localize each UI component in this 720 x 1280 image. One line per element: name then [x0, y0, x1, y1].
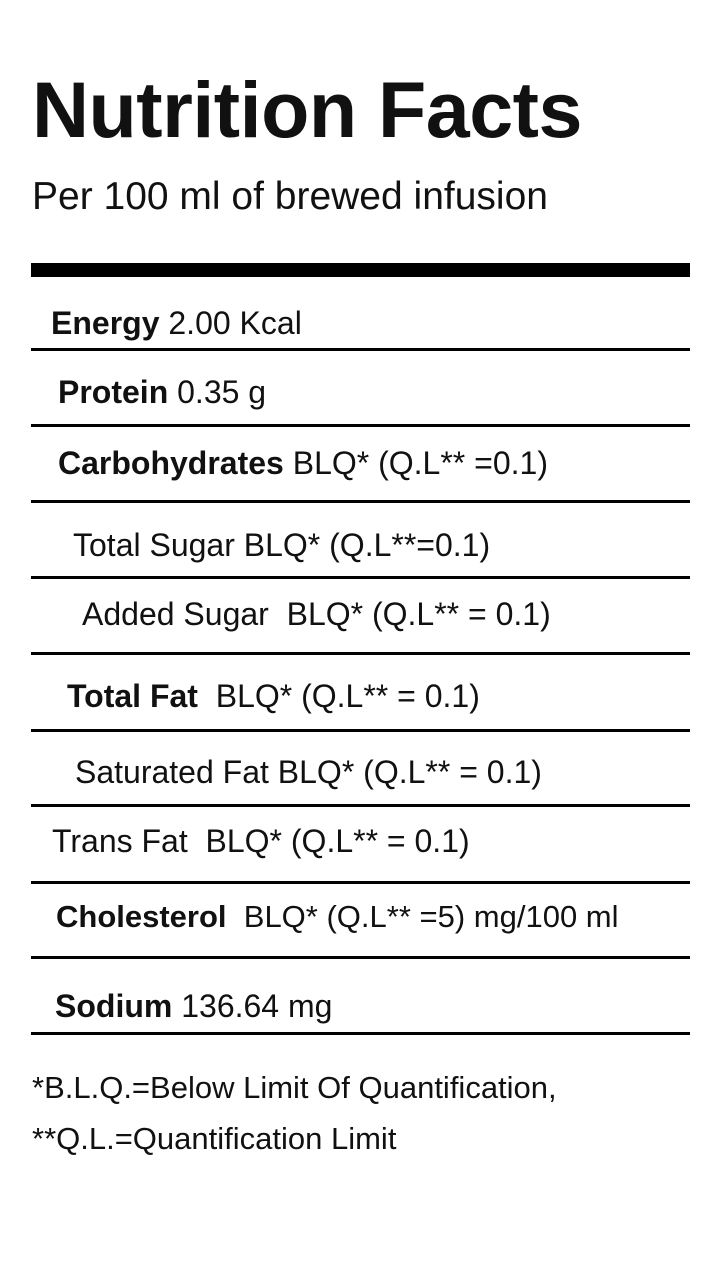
page-title: Nutrition Facts — [32, 65, 582, 154]
nutrient-label: Saturated Fat — [75, 754, 269, 790]
nutrient-row-trans-fat: Trans Fat BLQ* (Q.L** = 0.1) — [52, 825, 470, 857]
nutrient-row-protein: Protein 0.35 g — [58, 376, 266, 408]
row-divider — [31, 956, 690, 959]
footnote-blq: *B.L.Q.=Below Limit Of Quantification, — [32, 1070, 557, 1105]
nutrient-value: 0.35 g — [177, 374, 267, 410]
nutrient-row-energy: Energy 2.00 Kcal — [51, 307, 302, 339]
nutrient-row-saturated-fat: Saturated Fat BLQ* (Q.L** = 0.1) — [75, 756, 542, 788]
row-divider — [31, 1032, 690, 1035]
nutrient-value: BLQ* (Q.L** = 0.1) — [277, 754, 542, 790]
nutrient-label: Cholesterol — [56, 899, 227, 934]
nutrient-row-sodium: Sodium 136.64 mg — [55, 990, 332, 1022]
nutrient-value: 136.64 mg — [181, 988, 333, 1024]
nutrient-value: BLQ* (Q.L** = 0.1) — [205, 823, 470, 859]
nutrient-value: BLQ* (Q.L** = 0.1) — [286, 596, 551, 632]
nutrient-label: Total Sugar — [73, 527, 235, 563]
row-divider — [31, 652, 690, 655]
row-divider — [31, 729, 690, 732]
row-divider — [31, 576, 690, 579]
row-divider — [31, 881, 690, 884]
row-divider — [31, 424, 690, 427]
nutrient-row-carbohydrates: Carbohydrates BLQ* (Q.L** =0.1) — [58, 447, 548, 479]
nutrient-label: Protein — [58, 374, 169, 410]
nutrient-value: BLQ* (Q.L** =5) mg/100 ml — [243, 899, 619, 934]
nutrient-value: BLQ* (Q.L** =0.1) — [292, 445, 548, 481]
nutrient-value: BLQ* (Q.L** = 0.1) — [215, 678, 480, 714]
row-divider — [31, 348, 690, 351]
serving-description: Per 100 ml of brewed infusion — [32, 175, 548, 218]
nutrient-value: BLQ* (Q.L**=0.1) — [243, 527, 491, 563]
nutrient-row-total-fat: Total Fat BLQ* (Q.L** = 0.1) — [67, 680, 480, 712]
row-divider — [31, 804, 690, 807]
nutrient-label: Added Sugar — [82, 596, 269, 632]
row-divider — [31, 500, 690, 503]
nutrient-row-added-sugar: Added Sugar BLQ* (Q.L** = 0.1) — [82, 598, 551, 630]
nutrient-row-total-sugar: Total Sugar BLQ* (Q.L**=0.1) — [73, 529, 490, 561]
nutrient-label: Sodium — [55, 988, 173, 1024]
nutrient-label: Energy — [51, 305, 160, 341]
nutrient-label: Total Fat — [67, 678, 198, 714]
nutrient-row-cholesterol: Cholesterol BLQ* (Q.L** =5) mg/100 ml — [56, 901, 619, 932]
nutrient-label: Carbohydrates — [58, 445, 284, 481]
header-divider — [31, 263, 690, 277]
nutrient-label: Trans Fat — [52, 823, 188, 859]
footnote-ql: **Q.L.=Quantification Limit — [32, 1121, 397, 1156]
nutrient-value: 2.00 Kcal — [168, 305, 302, 341]
